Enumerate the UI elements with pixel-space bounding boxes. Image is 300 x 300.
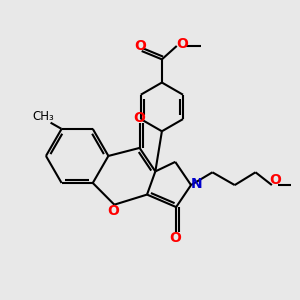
Text: O: O bbox=[135, 39, 146, 53]
Text: O: O bbox=[134, 111, 146, 125]
Text: O: O bbox=[169, 231, 181, 245]
Text: CH₃: CH₃ bbox=[32, 110, 54, 123]
Text: O: O bbox=[269, 173, 281, 187]
Text: O: O bbox=[107, 204, 119, 218]
Text: N: N bbox=[190, 177, 202, 190]
Text: O: O bbox=[176, 38, 188, 52]
